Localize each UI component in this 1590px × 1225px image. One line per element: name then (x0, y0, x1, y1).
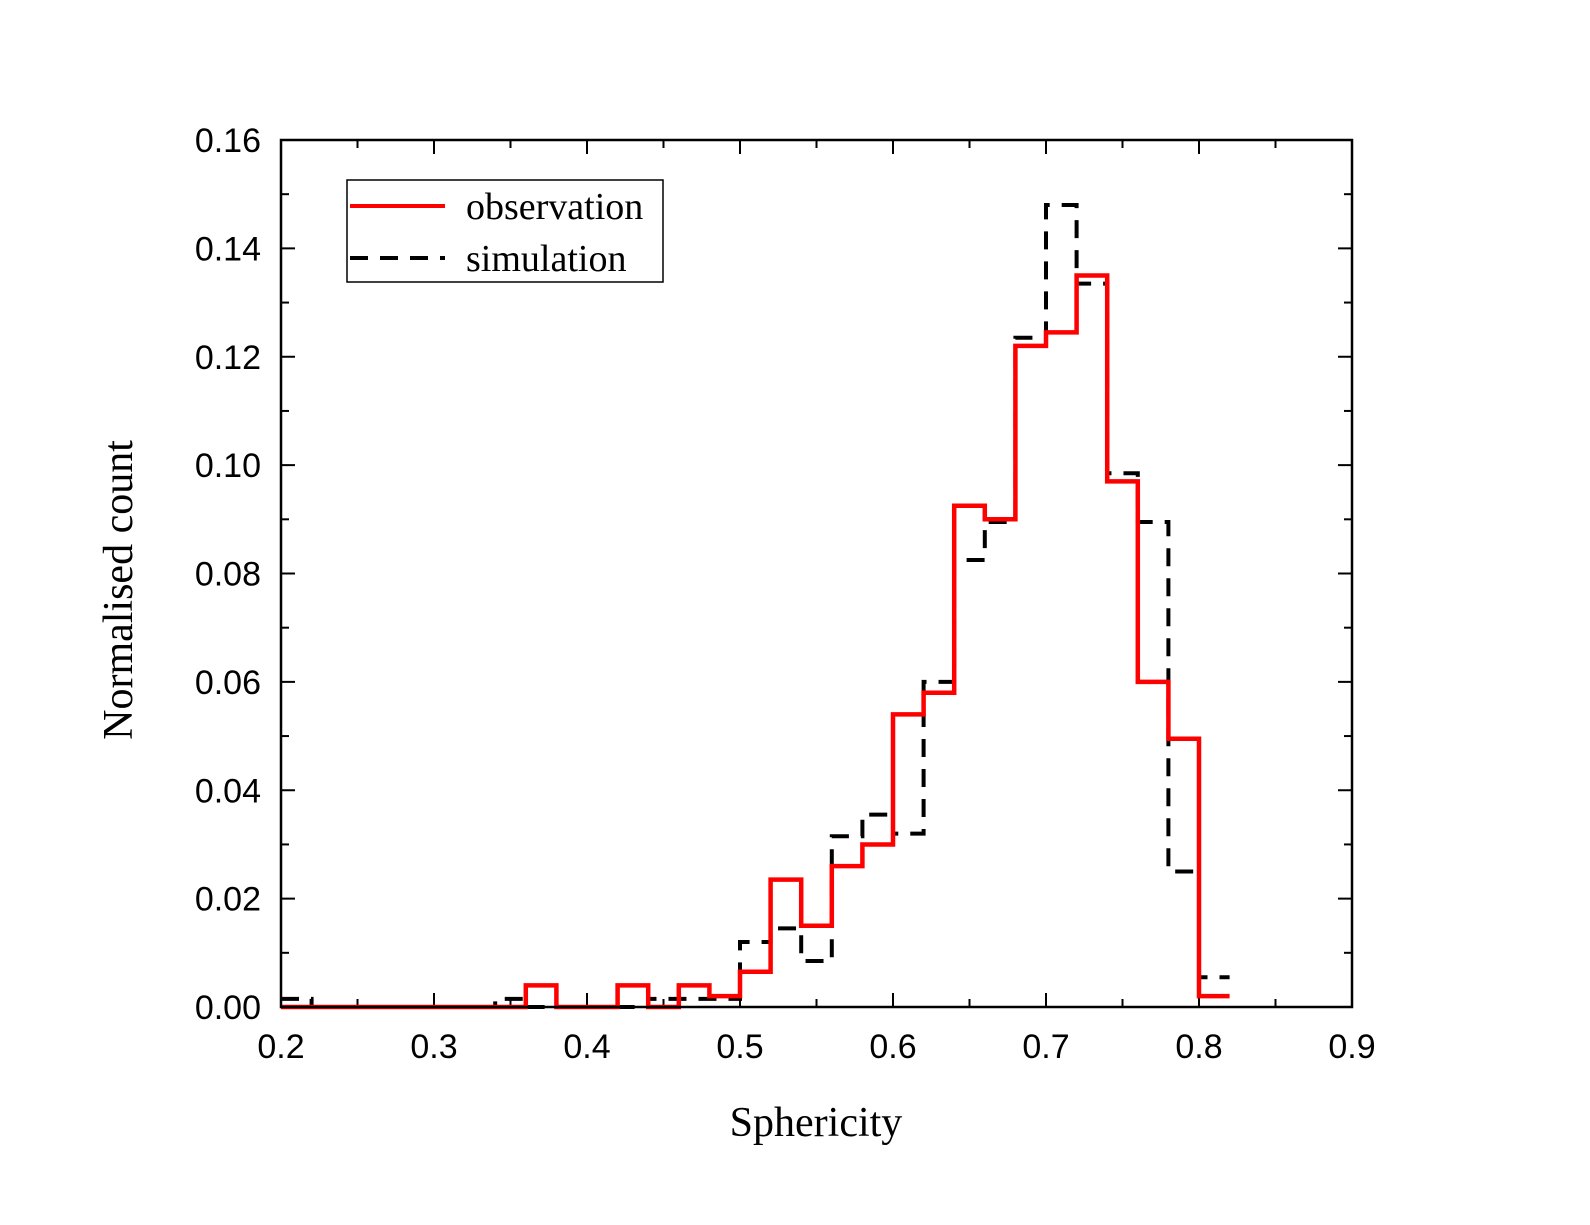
y-tick-label: 0.08 (195, 556, 261, 594)
x-tick-label: 0.6 (869, 1028, 916, 1066)
legend-label-observation: observation (466, 186, 643, 228)
x-tick-label: 0.3 (410, 1028, 457, 1066)
x-tick-label: 0.9 (1328, 1028, 1375, 1066)
series-observation-step (281, 273, 1230, 1010)
x-tick-label: 0.8 (1175, 1028, 1222, 1066)
legend: observation simulation (346, 179, 664, 283)
plot-frame (279, 138, 1354, 1009)
x-axis-title: Sphericity (730, 1100, 903, 1146)
y-tick-label: 0.12 (195, 339, 261, 377)
y-tick-label: 0.02 (195, 881, 261, 919)
x-tick-label: 0.2 (257, 1028, 304, 1066)
series-layer (281, 203, 1230, 1010)
y-axis-title: Normalised count (96, 440, 142, 740)
y-tick-label: 0.06 (195, 664, 261, 702)
y-axis-ticks: 0.00 0.02 0.04 0.06 0.08 0.10 0.12 0.14 0.16 (195, 122, 1352, 1027)
y-tick-label: 0.16 (195, 122, 261, 160)
x-axis-ticks: 0.2 0.3 0.4 0.5 0.6 0.7 0.8 0.9 (257, 140, 1376, 1066)
x-tick-label: 0.7 (1022, 1028, 1069, 1066)
series-simulation-step (281, 203, 1230, 1009)
legend-box (346, 179, 664, 283)
y-tick-label: 0.04 (195, 772, 261, 810)
y-tick-label: 0.10 (195, 447, 261, 485)
x-tick-label: 0.4 (563, 1028, 610, 1066)
y-tick-label: 0.00 (195, 989, 261, 1027)
y-tick-label: 0.14 (195, 230, 261, 268)
legend-label-simulation: simulation (466, 238, 626, 280)
x-tick-label: 0.5 (716, 1028, 763, 1066)
